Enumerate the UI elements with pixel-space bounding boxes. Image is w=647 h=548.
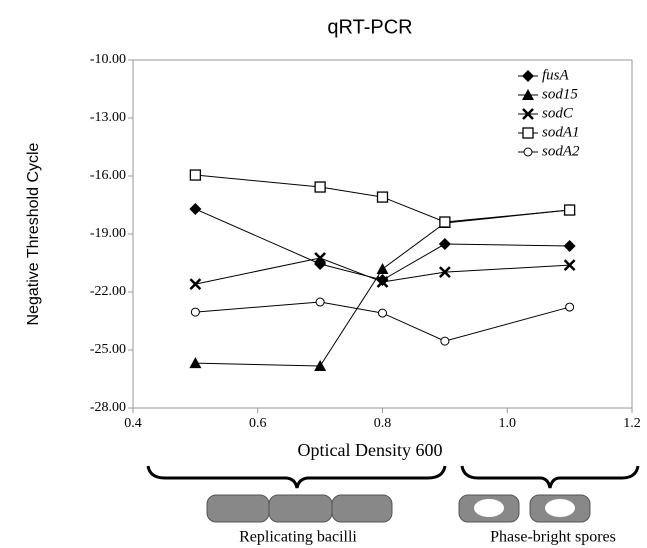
marker: [189, 203, 202, 216]
y-tick-label: -22.00: [90, 284, 126, 299]
y-tick-label: -19.00: [90, 226, 126, 241]
marker: [376, 262, 389, 274]
marker: [439, 216, 451, 228]
marker: [563, 239, 576, 252]
legend-marker: [522, 89, 534, 100]
y-tick-label: -13.00: [90, 110, 126, 125]
marker: [438, 266, 451, 278]
legend-item: fusA: [518, 67, 570, 83]
legend-item: sodA2: [518, 143, 580, 159]
legend-label: sodC: [542, 105, 574, 121]
marker: [563, 204, 576, 216]
x-tick-label: 1.2: [623, 416, 641, 431]
chart-title: qRT-PCR: [327, 16, 412, 38]
x-tick-label: 0.4: [124, 416, 142, 431]
legend-label: sodA2: [542, 143, 580, 159]
marker: [563, 259, 576, 272]
marker: [189, 357, 202, 369]
y-axis-label: Negative Threshold Cycle: [25, 142, 42, 325]
y-tick-label: -28.00: [90, 400, 126, 415]
marker: [314, 252, 327, 264]
legend-marker: [522, 108, 534, 120]
marker: [438, 238, 451, 251]
marker: [189, 278, 202, 290]
marker: [565, 302, 575, 312]
marker: [189, 169, 202, 181]
legend-item: sodC: [518, 105, 574, 121]
y-tick-label: -25.00: [90, 342, 126, 357]
brace: [146, 465, 447, 489]
legend-marker: [523, 147, 533, 157]
legend-label: sod15: [542, 86, 578, 102]
x-tick-label: 0.6: [249, 416, 267, 431]
legend-marker: [522, 127, 534, 139]
legend-item: sodA1: [518, 124, 580, 140]
marker: [190, 307, 200, 317]
x-tick-label: 0.8: [374, 416, 392, 431]
x-tick-label: 1.0: [499, 416, 517, 431]
series-line: [195, 301, 570, 342]
marker: [378, 308, 387, 318]
marker: [376, 276, 389, 288]
legend-label: fusA: [542, 67, 570, 83]
bacilli-icon: [206, 494, 393, 523]
y-tick-label: -10.00: [90, 52, 126, 67]
legend-marker: [522, 70, 534, 82]
marker: [315, 297, 325, 307]
y-tick-label: -16.00: [90, 168, 126, 183]
marker: [376, 191, 389, 203]
marker: [314, 360, 327, 372]
brace: [460, 465, 640, 489]
annotation: Phase-bright spores: [490, 529, 616, 546]
x-axis-label: Optical Density 600: [298, 440, 443, 460]
legend-item: sod15: [518, 86, 578, 102]
annotation: Replicating bacilli: [239, 529, 357, 546]
marker: [376, 274, 389, 287]
spore-icon: [458, 494, 591, 523]
legend-label: sodA1: [542, 124, 580, 140]
marker: [440, 336, 450, 346]
marker: [314, 181, 326, 193]
